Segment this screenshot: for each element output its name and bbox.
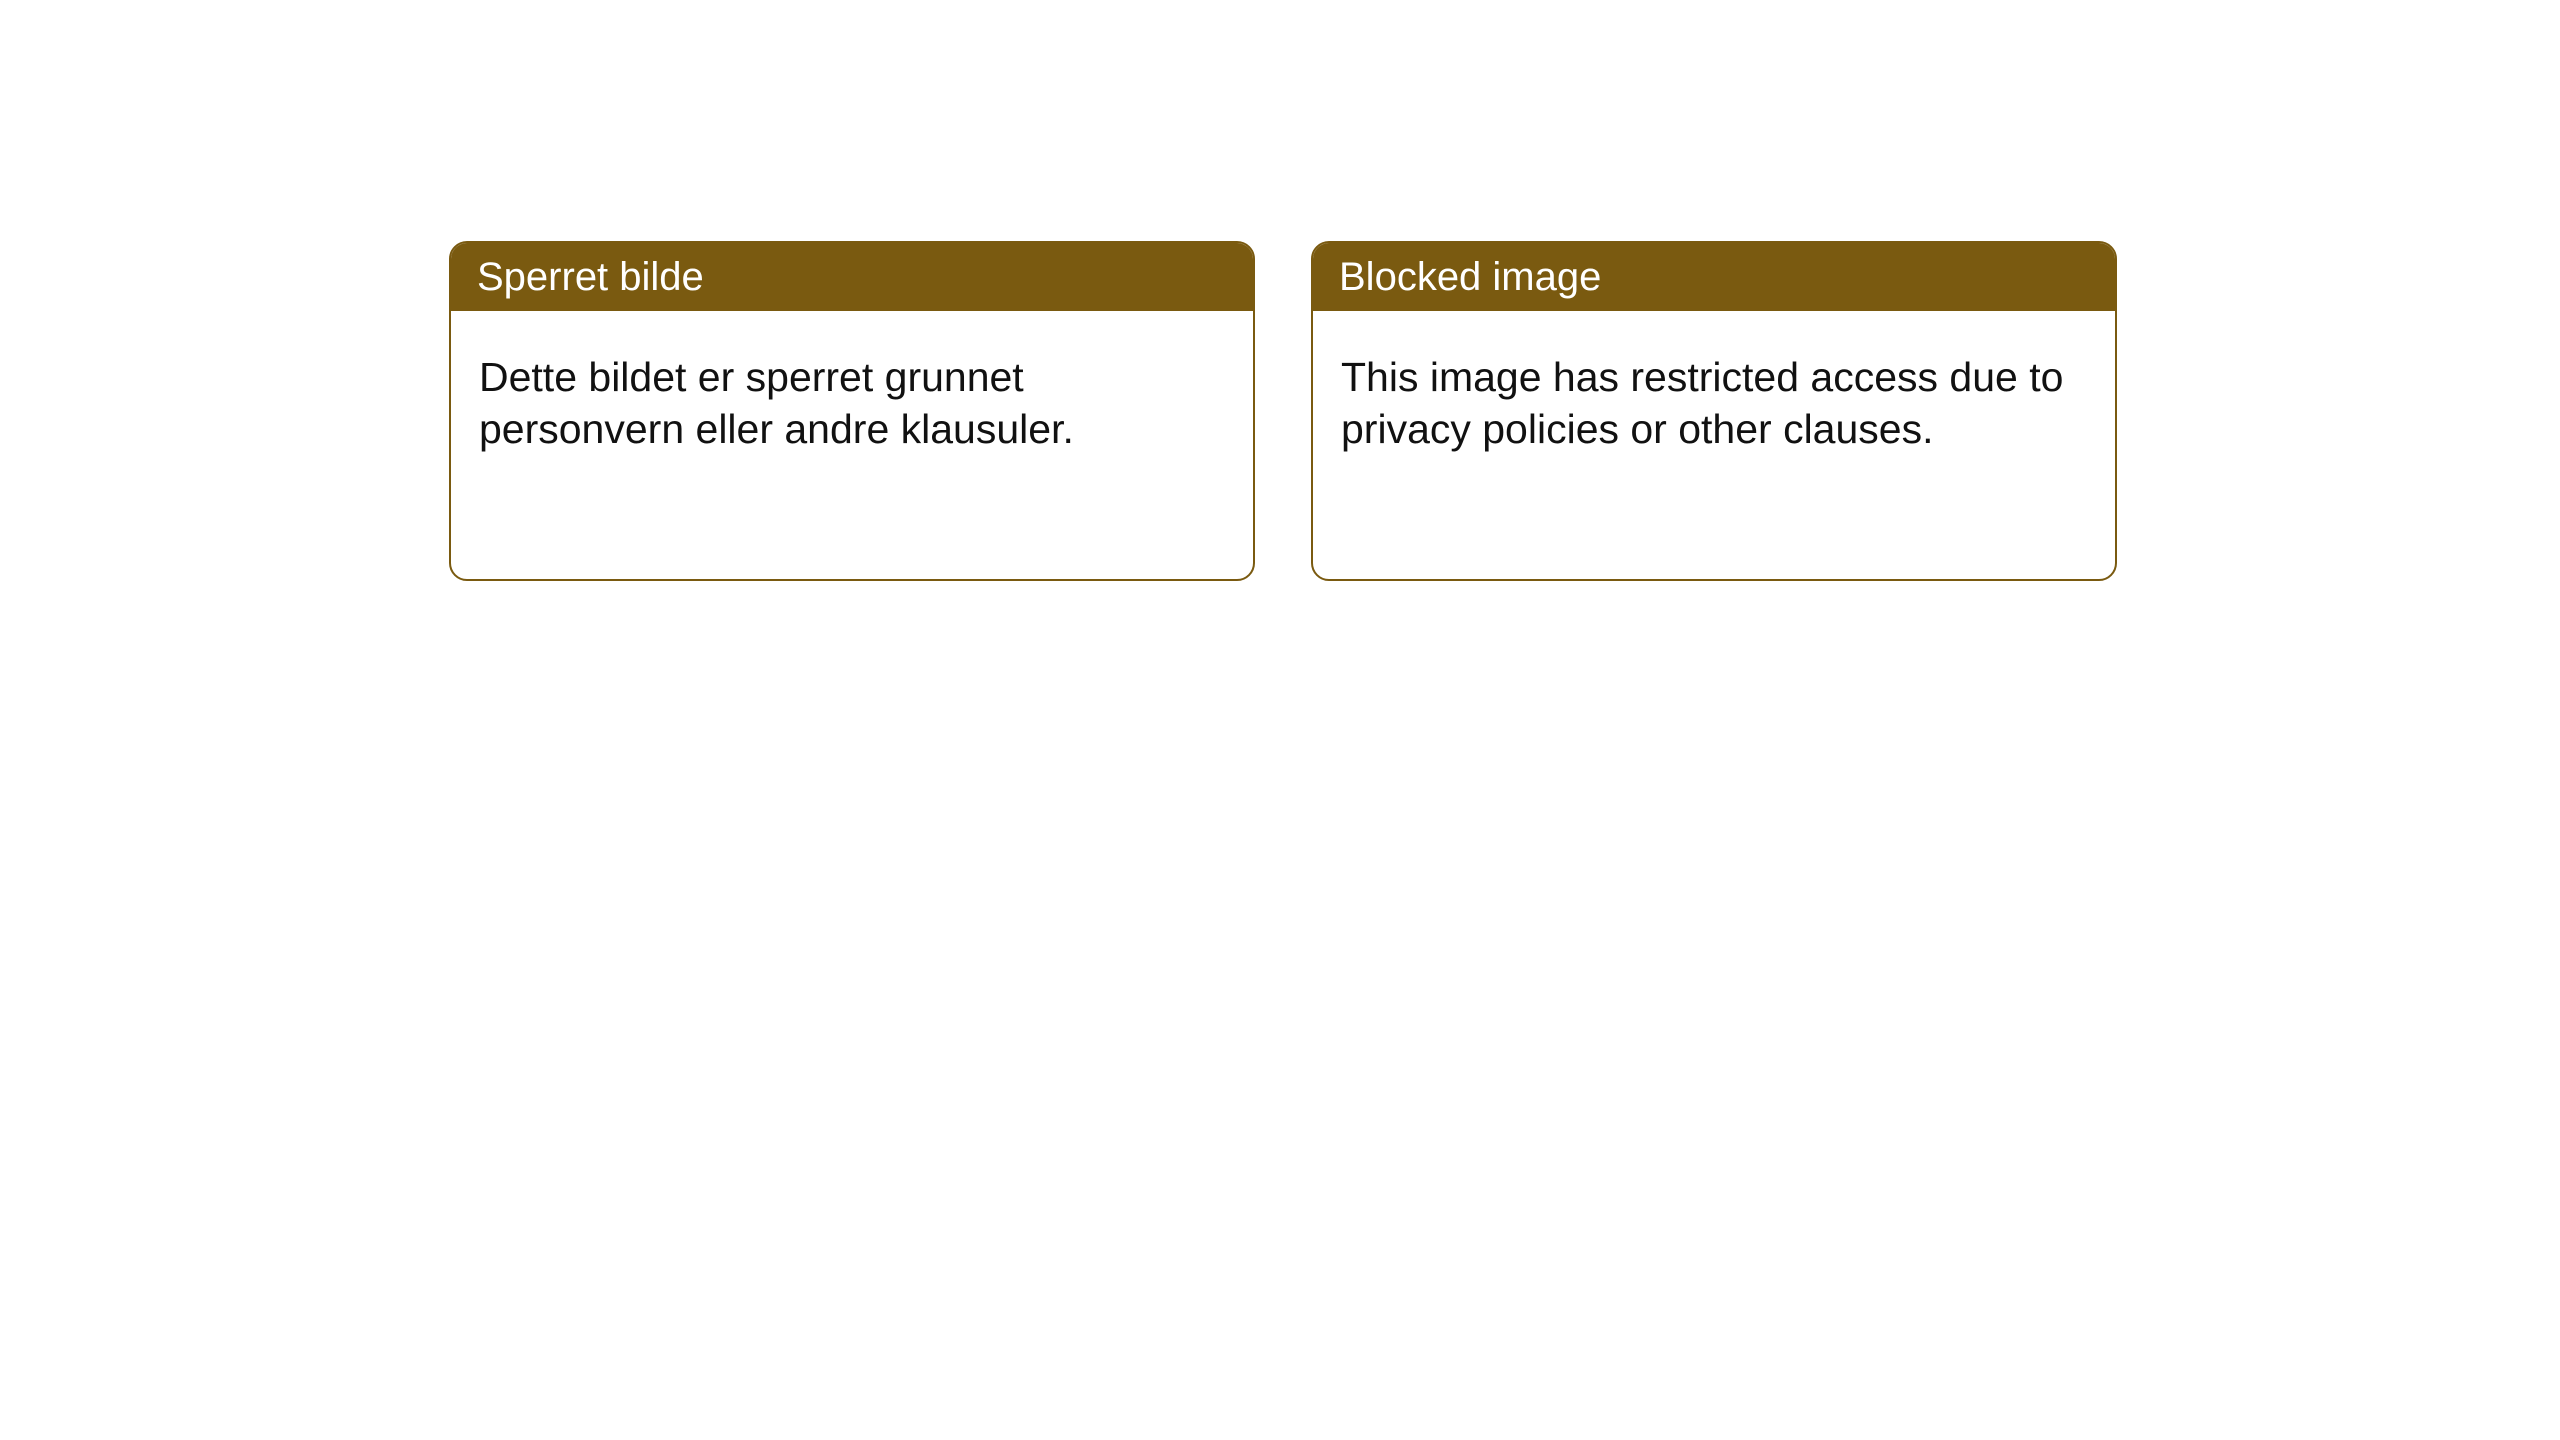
notice-body: This image has restricted access due to … [1313, 311, 2115, 496]
notice-header: Blocked image [1313, 243, 2115, 311]
notice-box-norwegian: Sperret bilde Dette bildet er sperret gr… [449, 241, 1255, 581]
notice-body: Dette bildet er sperret grunnet personve… [451, 311, 1253, 496]
notice-header: Sperret bilde [451, 243, 1253, 311]
notice-container: Sperret bilde Dette bildet er sperret gr… [0, 0, 2560, 581]
notice-box-english: Blocked image This image has restricted … [1311, 241, 2117, 581]
